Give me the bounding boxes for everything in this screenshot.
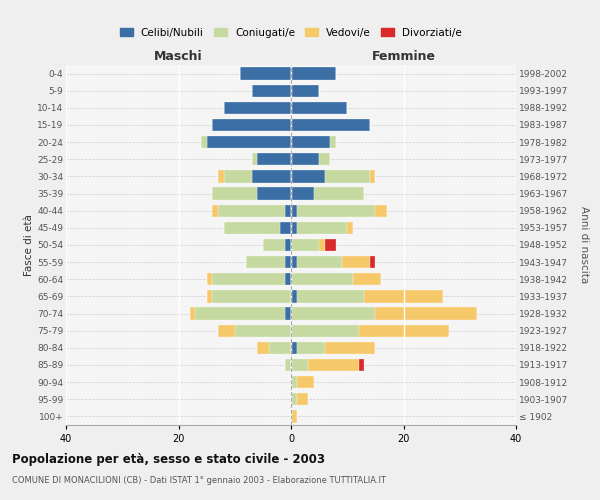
Bar [257,342,269,354]
Bar [359,324,449,337]
Bar [286,308,291,320]
Y-axis label: Fasce di età: Fasce di età [24,214,34,276]
Bar [223,170,251,182]
Bar [212,273,286,285]
Bar [325,239,336,251]
Bar [319,153,331,166]
Bar [319,239,325,251]
Bar [206,290,212,302]
Bar [291,376,296,388]
Text: Femmine: Femmine [371,50,436,64]
Bar [291,68,336,80]
Bar [296,290,364,302]
Bar [196,308,286,320]
Bar [370,170,376,182]
Bar [353,273,381,285]
Bar [291,342,296,354]
Bar [291,359,308,371]
Bar [291,204,296,217]
Bar [218,170,223,182]
Text: Popolazione per età, sesso e stato civile - 2003: Popolazione per età, sesso e stato civil… [12,452,325,466]
Bar [291,273,353,285]
Bar [291,136,331,148]
Bar [206,273,212,285]
Bar [291,290,296,302]
Bar [246,256,286,268]
Bar [376,204,386,217]
Bar [325,342,376,354]
Bar [291,153,319,166]
Bar [347,222,353,234]
Bar [291,410,296,422]
Bar [251,170,291,182]
Bar [325,170,370,182]
Bar [291,393,296,406]
Legend: Celibi/Nubili, Coniugati/e, Vedovi/e, Divorziati/e: Celibi/Nubili, Coniugati/e, Vedovi/e, Di… [116,24,466,42]
Bar [223,102,291,114]
Bar [251,153,257,166]
Bar [291,239,319,251]
Bar [223,222,280,234]
Bar [296,256,341,268]
Bar [212,204,218,217]
Bar [257,153,291,166]
Bar [286,239,291,251]
Bar [376,308,476,320]
Bar [241,68,291,80]
Bar [296,222,347,234]
Bar [269,342,291,354]
Y-axis label: Anni di nascita: Anni di nascita [579,206,589,284]
Bar [296,393,308,406]
Bar [291,324,359,337]
Bar [212,188,257,200]
Bar [190,308,196,320]
Bar [280,222,291,234]
Bar [296,342,325,354]
Bar [218,204,286,217]
Bar [370,256,376,268]
Bar [341,256,370,268]
Bar [235,324,291,337]
Bar [291,84,319,97]
Bar [286,273,291,285]
Bar [291,188,314,200]
Text: COMUNE DI MONACILIONI (CB) - Dati ISTAT 1° gennaio 2003 - Elaborazione TUTTITALI: COMUNE DI MONACILIONI (CB) - Dati ISTAT … [12,476,386,485]
Bar [296,376,314,388]
Bar [291,170,325,182]
Bar [212,290,291,302]
Bar [291,102,347,114]
Bar [218,324,235,337]
Bar [308,359,359,371]
Bar [291,119,370,131]
Bar [296,204,376,217]
Bar [212,119,291,131]
Bar [286,204,291,217]
Bar [201,136,206,148]
Bar [251,84,291,97]
Bar [286,256,291,268]
Bar [291,222,296,234]
Bar [263,239,286,251]
Bar [359,359,364,371]
Bar [291,256,296,268]
Bar [291,308,376,320]
Bar [257,188,291,200]
Text: Maschi: Maschi [154,50,203,64]
Bar [331,136,336,148]
Bar [286,359,291,371]
Bar [314,188,364,200]
Bar [206,136,291,148]
Bar [364,290,443,302]
